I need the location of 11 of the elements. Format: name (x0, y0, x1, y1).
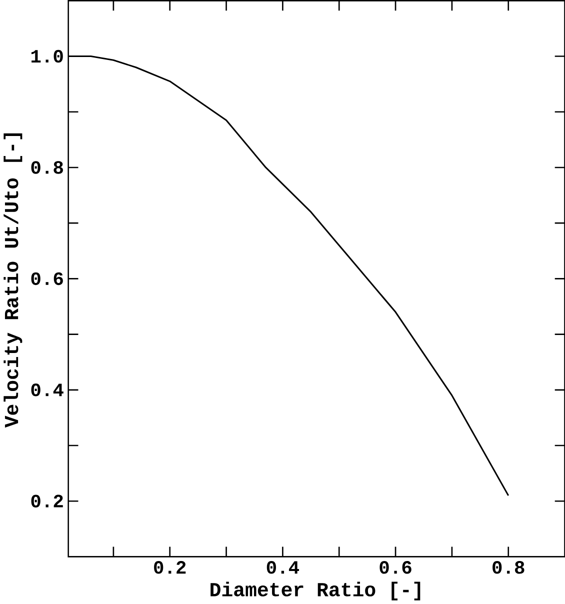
y-axis-title: Velocity Ratio Ut/Uto [-] (3, 133, 22, 428)
x-axis-title: Diameter Ratio [-] (210, 582, 420, 600)
y-tick-label: 1.0 (31, 50, 63, 63)
y-tick-label: 0.4 (31, 384, 64, 396)
x-tick-label: 0.6 (380, 561, 412, 574)
x-tick-label: 0.8 (492, 561, 524, 574)
y-tick-label: 0.8 (31, 161, 63, 174)
x-tick-label: 0.2 (154, 561, 186, 574)
y-tick-label: 0.6 (31, 272, 63, 286)
x-tick-label: 0.4 (266, 561, 299, 574)
y-tick-label: 0.2 (31, 494, 63, 508)
